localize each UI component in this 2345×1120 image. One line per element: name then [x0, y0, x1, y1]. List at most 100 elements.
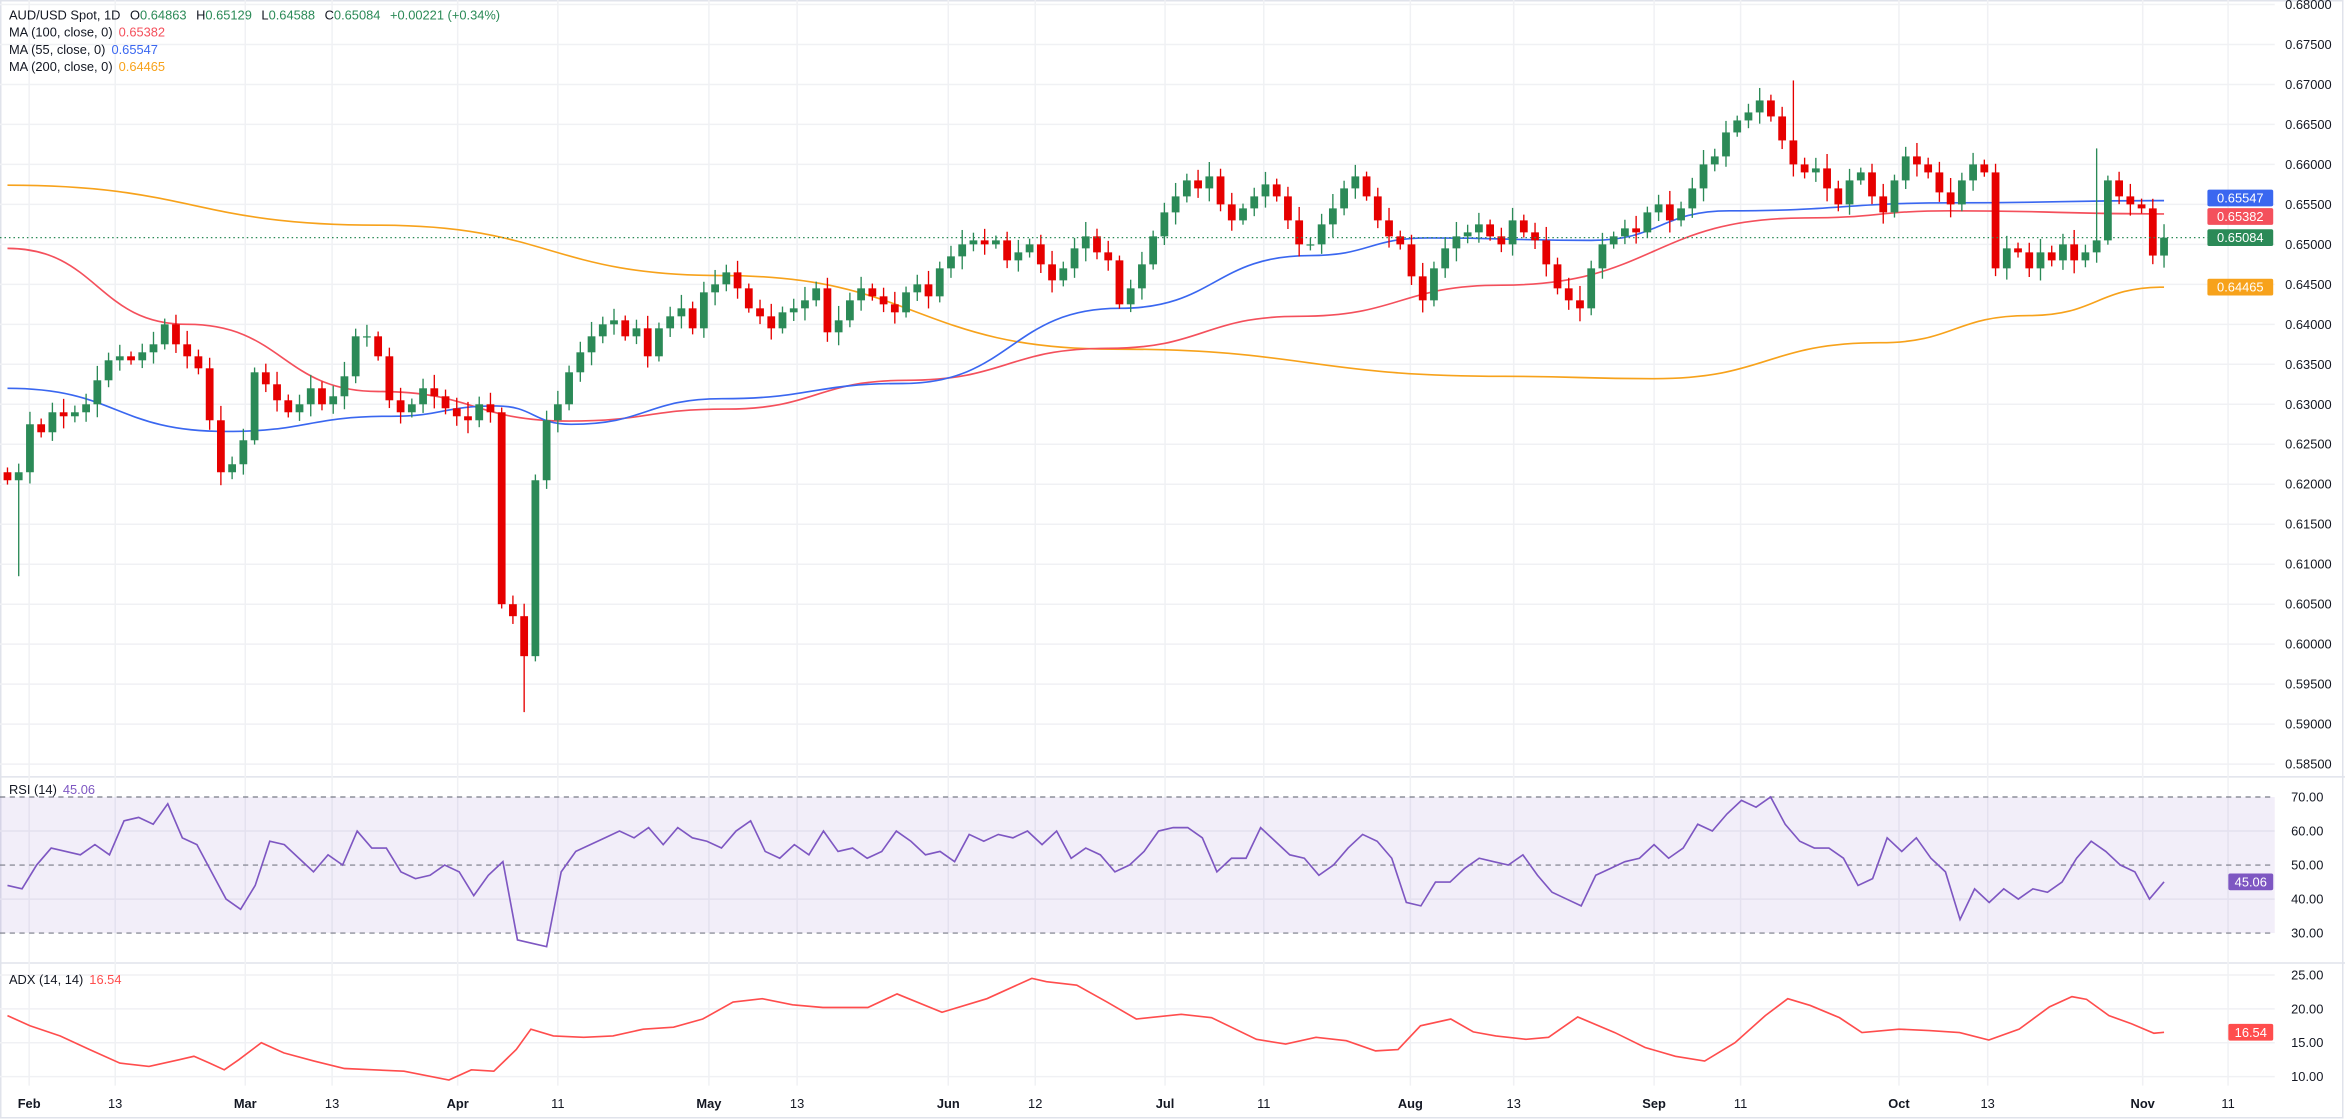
candle[interactable] — [1508, 207, 1517, 256]
candle[interactable] — [2092, 148, 2101, 263]
candle[interactable] — [744, 283, 753, 313]
candle[interactable] — [160, 318, 169, 350]
candle[interactable] — [497, 407, 506, 609]
candle[interactable] — [834, 305, 843, 346]
candle[interactable] — [2059, 233, 2067, 270]
candle[interactable] — [1767, 94, 1775, 122]
candle[interactable] — [194, 349, 203, 375]
candle[interactable] — [1643, 206, 1652, 238]
adx-legend[interactable]: ADX (14, 14) 16.54 — [9, 972, 122, 987]
candle[interactable] — [396, 387, 405, 424]
candle[interactable] — [2014, 242, 2022, 258]
candle[interactable] — [1126, 279, 1135, 313]
candle[interactable] — [509, 595, 517, 624]
candle[interactable] — [104, 352, 113, 388]
candle[interactable] — [48, 402, 57, 441]
candle[interactable] — [3, 467, 12, 485]
candle[interactable] — [1205, 162, 1214, 202]
candle[interactable] — [1104, 240, 1113, 271]
candle[interactable] — [1396, 230, 1405, 250]
candle[interactable] — [1632, 215, 1641, 244]
candle[interactable] — [329, 385, 338, 414]
candle[interactable] — [1957, 172, 1966, 212]
candle[interactable] — [1160, 202, 1169, 246]
candle[interactable] — [576, 341, 585, 382]
candle[interactable] — [82, 393, 90, 422]
candle[interactable] — [2002, 235, 2011, 280]
candle[interactable] — [1856, 167, 1865, 185]
candle[interactable] — [1362, 171, 1371, 201]
candle[interactable] — [969, 232, 978, 252]
candle[interactable] — [1654, 194, 1663, 222]
candle[interactable] — [1699, 150, 1708, 202]
candle[interactable] — [2137, 198, 2146, 214]
candle[interactable] — [1138, 251, 1146, 300]
candle[interactable] — [789, 298, 798, 321]
candle[interactable] — [127, 351, 135, 365]
candle[interactable] — [868, 283, 877, 301]
candle[interactable] — [1688, 177, 1697, 218]
candle[interactable] — [452, 397, 461, 426]
candle[interactable] — [1722, 120, 1730, 167]
candle[interactable] — [351, 328, 360, 384]
candle[interactable] — [1328, 193, 1337, 238]
candle[interactable] — [1306, 237, 1315, 251]
candle[interactable] — [1576, 285, 1584, 322]
candle[interactable] — [475, 396, 484, 428]
candle[interactable] — [37, 418, 46, 438]
candle[interactable] — [1441, 237, 1450, 278]
candle[interactable] — [1531, 222, 1539, 250]
candle[interactable] — [1216, 168, 1225, 212]
candle[interactable] — [2025, 242, 2034, 277]
candle[interactable] — [711, 269, 719, 306]
candle[interactable] — [1890, 174, 1899, 218]
candle[interactable] — [722, 264, 731, 292]
candle[interactable] — [2126, 183, 2135, 216]
candle[interactable] — [733, 260, 742, 299]
candle[interactable] — [273, 371, 281, 412]
candle[interactable] — [542, 410, 551, 489]
candle[interactable] — [1710, 148, 1719, 172]
candle[interactable] — [1789, 80, 1798, 177]
candle[interactable] — [419, 378, 427, 413]
candle[interactable] — [756, 299, 764, 325]
candle[interactable] — [1014, 239, 1023, 272]
candle[interactable] — [1868, 163, 1876, 205]
candle[interactable] — [1991, 163, 2000, 277]
candle[interactable] — [1598, 232, 1607, 279]
candle[interactable] — [1351, 164, 1360, 199]
candle[interactable] — [1036, 234, 1045, 273]
candle[interactable] — [812, 281, 821, 307]
candle[interactable] — [520, 603, 529, 713]
candle[interactable] — [632, 319, 641, 345]
candle[interactable] — [1519, 214, 1528, 238]
candle[interactable] — [1755, 87, 1764, 124]
candle[interactable] — [553, 390, 562, 433]
candle[interactable] — [1665, 190, 1674, 233]
candle[interactable] — [1048, 250, 1056, 293]
candle[interactable] — [621, 315, 630, 341]
candle[interactable] — [531, 474, 540, 662]
candle[interactable] — [1385, 207, 1393, 248]
candle[interactable] — [318, 381, 326, 411]
candle[interactable] — [464, 401, 472, 434]
candle[interactable] — [1609, 231, 1618, 249]
candle[interactable] — [59, 398, 68, 429]
candle[interactable] — [823, 277, 832, 342]
candle[interactable] — [778, 306, 787, 334]
candle[interactable] — [890, 291, 899, 324]
candle[interactable] — [2160, 224, 2168, 268]
candle[interactable] — [1980, 159, 1989, 177]
candle[interactable] — [486, 392, 495, 423]
candle[interactable] — [2115, 171, 2123, 205]
candle[interactable] — [587, 321, 596, 366]
candle[interactable] — [1239, 203, 1247, 225]
candle[interactable] — [565, 365, 573, 411]
candle[interactable] — [980, 228, 989, 255]
candle[interactable] — [26, 411, 34, 484]
candle[interactable] — [1003, 231, 1012, 269]
candle[interactable] — [1463, 224, 1472, 244]
candle[interactable] — [1744, 103, 1753, 129]
candle[interactable] — [306, 374, 315, 417]
candle[interactable] — [1946, 178, 1955, 218]
